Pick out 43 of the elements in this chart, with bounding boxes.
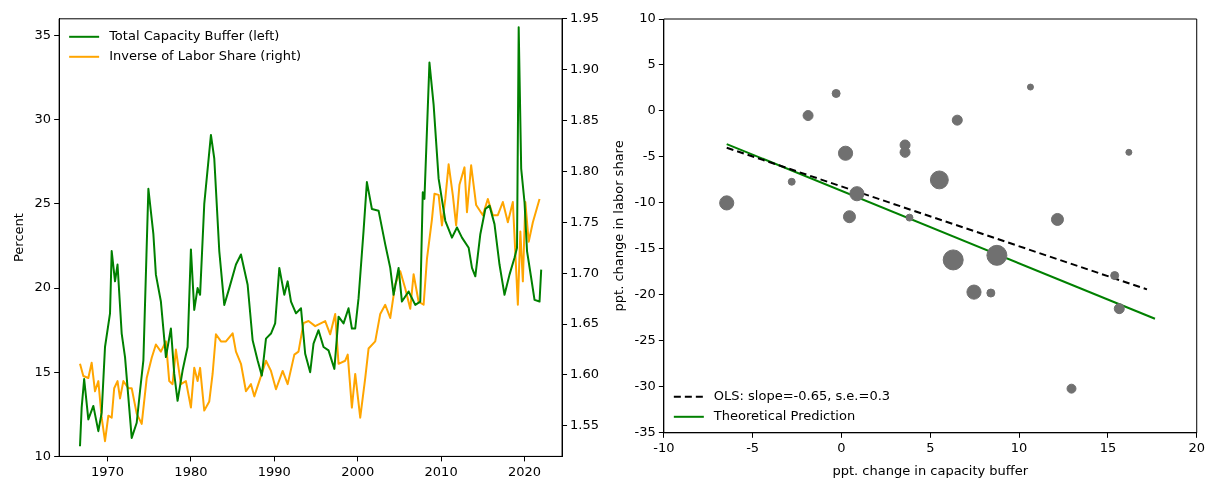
x-tick-label: 1980: [174, 463, 208, 479]
y2-tick-label: 1.55: [570, 417, 600, 433]
y-axis-title: ppt. change in labor share: [611, 140, 627, 312]
y2-tick-label: 1.60: [570, 366, 600, 382]
y2-tick-label: 1.90: [570, 61, 600, 77]
x-tick-label: 20: [1188, 439, 1205, 455]
x-tick-label: 0: [837, 439, 846, 455]
x-axis-title: ppt. change in capacity buffer: [832, 462, 1029, 478]
y-tick-label: 5: [647, 56, 656, 72]
y-tick-label: -15: [634, 240, 656, 256]
y-axis-title: Percent: [11, 213, 27, 263]
x-tick-label: 2020: [507, 463, 542, 479]
y2-tick-label: 1.70: [570, 264, 600, 280]
x-tick-label: 15: [1099, 439, 1117, 455]
y-tick-label: -5: [642, 148, 656, 164]
x-tick-label: 2010: [424, 463, 458, 479]
y-tick-label: 35: [34, 27, 52, 43]
x-tick-label: 5: [926, 439, 935, 455]
y2-tick-label: 1.80: [570, 162, 600, 178]
y-tick-label: 15: [34, 363, 52, 379]
x-tick-label: 1990: [257, 463, 291, 479]
y2-tick-label: 1.65: [570, 315, 600, 331]
y2-tick-label: 1.95: [570, 10, 600, 26]
legend-label: Inverse of Labor Share (right): [109, 48, 302, 64]
x-tick-label: 1970: [90, 463, 125, 479]
y-tick-label: -35: [634, 424, 656, 440]
legend-label: OLS: slope=-0.65, s.e.=0.3: [713, 388, 891, 404]
y-tick-label: 25: [34, 195, 52, 211]
y2-tick-label: 1.85: [570, 111, 600, 127]
y-tick-label: 30: [34, 111, 52, 127]
y-tick-label: -10: [634, 194, 656, 210]
y-tick-label: -20: [634, 286, 656, 302]
x-tick-label: -5: [746, 439, 760, 455]
x-tick-label: 10: [1010, 439, 1028, 455]
legend-label: Total Capacity Buffer (left): [108, 28, 280, 44]
y2-tick-label: 1.75: [570, 213, 600, 229]
legend-label: Theoretical Prediction: [712, 408, 856, 424]
x-tick-label: 2000: [341, 463, 375, 479]
y-tick-label: -25: [634, 332, 656, 348]
y-tick-label: -30: [634, 378, 656, 394]
y-tick-label: 20: [34, 279, 52, 295]
y-tick-label: 10: [639, 10, 656, 26]
y-tick-label: 0: [647, 102, 656, 118]
